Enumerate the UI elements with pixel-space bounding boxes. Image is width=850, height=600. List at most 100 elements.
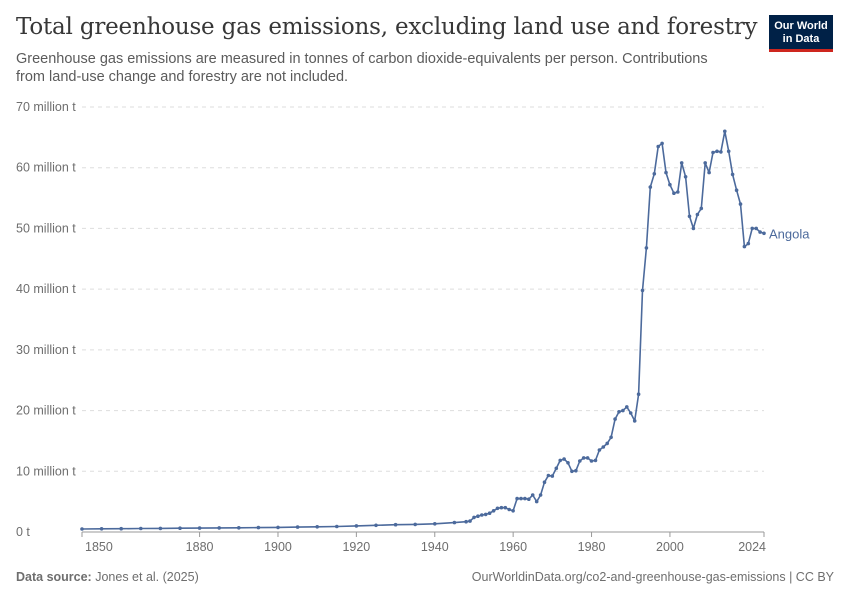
data-point[interactable] <box>632 419 637 423</box>
data-point[interactable] <box>515 496 519 501</box>
data-point[interactable] <box>139 526 143 531</box>
data-point[interactable] <box>656 144 660 149</box>
data-point[interactable] <box>374 523 378 528</box>
data-point[interactable] <box>480 513 484 517</box>
data-point[interactable] <box>433 522 437 526</box>
data-point[interactable] <box>613 417 617 421</box>
data-point[interactable] <box>335 524 339 529</box>
data-point[interactable] <box>609 435 613 440</box>
data-point[interactable] <box>719 150 723 154</box>
data-point[interactable] <box>158 526 163 531</box>
data-point[interactable] <box>676 190 680 194</box>
data-point[interactable] <box>527 497 531 502</box>
data-point[interactable] <box>295 525 300 529</box>
data-point[interactable] <box>625 405 629 409</box>
data-point[interactable] <box>648 185 653 189</box>
data-point[interactable] <box>495 506 500 511</box>
data-point[interactable] <box>644 246 649 250</box>
data-point[interactable] <box>178 526 182 530</box>
data-point[interactable] <box>217 526 221 530</box>
data-point[interactable] <box>699 206 704 211</box>
data-point[interactable] <box>574 468 578 473</box>
data-point[interactable] <box>503 505 508 510</box>
data-point[interactable] <box>499 505 504 510</box>
data-point[interactable] <box>519 496 523 501</box>
data-point[interactable] <box>472 515 476 520</box>
data-point[interactable] <box>581 456 586 460</box>
data-point[interactable] <box>734 188 739 192</box>
data-point[interactable] <box>550 474 555 478</box>
data-point[interactable] <box>487 511 492 515</box>
data-point[interactable] <box>546 473 551 478</box>
data-point[interactable] <box>237 526 241 530</box>
data-point[interactable] <box>566 461 570 465</box>
data-point[interactable] <box>621 408 625 413</box>
data-point[interactable] <box>683 175 688 179</box>
data-point[interactable] <box>464 519 468 524</box>
data-point[interactable] <box>491 509 496 513</box>
data-point[interactable] <box>695 212 700 217</box>
data-point[interactable] <box>562 457 566 461</box>
data-point[interactable] <box>523 496 527 501</box>
data-point[interactable] <box>507 507 512 512</box>
data-point[interactable] <box>511 509 515 513</box>
data-point[interactable] <box>668 182 672 187</box>
data-point[interactable] <box>640 288 645 293</box>
data-point[interactable] <box>119 526 123 531</box>
data-point[interactable] <box>746 241 751 246</box>
data-point[interactable] <box>554 466 559 471</box>
owid-logo[interactable]: Our World in Data <box>769 15 833 52</box>
data-point[interactable] <box>652 172 657 176</box>
data-point[interactable] <box>413 522 418 527</box>
data-point[interactable] <box>636 392 641 397</box>
data-point[interactable] <box>762 231 766 236</box>
data-point[interactable] <box>80 527 84 531</box>
data-point[interactable] <box>315 525 320 529</box>
data-point[interactable] <box>354 524 359 528</box>
source-value[interactable]: Jones et al. (2025) <box>95 570 199 584</box>
data-point[interactable] <box>660 141 664 146</box>
data-point[interactable] <box>393 522 398 527</box>
data-point[interactable] <box>558 458 562 463</box>
data-point[interactable] <box>593 458 598 463</box>
data-point[interactable] <box>585 456 590 460</box>
data-point[interactable] <box>578 459 582 463</box>
data-point[interactable] <box>742 244 747 249</box>
data-point[interactable] <box>691 226 696 231</box>
data-point[interactable] <box>754 226 758 231</box>
series-label[interactable]: Angola <box>769 226 810 241</box>
data-point[interactable] <box>452 520 457 525</box>
data-point[interactable] <box>589 459 594 463</box>
data-point[interactable] <box>276 525 280 530</box>
data-point[interactable] <box>483 512 488 517</box>
data-point[interactable] <box>605 441 609 446</box>
data-point[interactable] <box>750 226 754 231</box>
series-line[interactable] <box>81 130 765 530</box>
data-point[interactable] <box>538 493 543 497</box>
footer-link[interactable]: OurWorldinData.org/co2-and-greenhouse-ga… <box>471 570 834 584</box>
data-point[interactable] <box>530 493 535 497</box>
data-point[interactable] <box>715 149 719 154</box>
data-point[interactable] <box>570 469 574 474</box>
data-point[interactable] <box>664 170 668 175</box>
data-point[interactable] <box>476 514 480 518</box>
data-point[interactable] <box>703 161 707 165</box>
data-point[interactable] <box>256 525 261 530</box>
data-point[interactable] <box>597 448 602 452</box>
data-point[interactable] <box>679 161 684 165</box>
data-point[interactable] <box>707 170 711 175</box>
data-point[interactable] <box>542 480 547 485</box>
data-point[interactable] <box>617 410 621 414</box>
data-point[interactable] <box>711 150 715 155</box>
data-point[interactable] <box>738 202 743 206</box>
data-point[interactable] <box>628 411 633 415</box>
data-point[interactable] <box>726 149 731 154</box>
data-point[interactable] <box>687 214 692 219</box>
data-point[interactable] <box>723 129 727 134</box>
data-point[interactable] <box>758 230 762 234</box>
data-point[interactable] <box>197 526 202 530</box>
data-point[interactable] <box>534 499 539 504</box>
data-point[interactable] <box>468 519 472 523</box>
data-point[interactable] <box>99 527 104 531</box>
data-point[interactable] <box>601 445 606 449</box>
